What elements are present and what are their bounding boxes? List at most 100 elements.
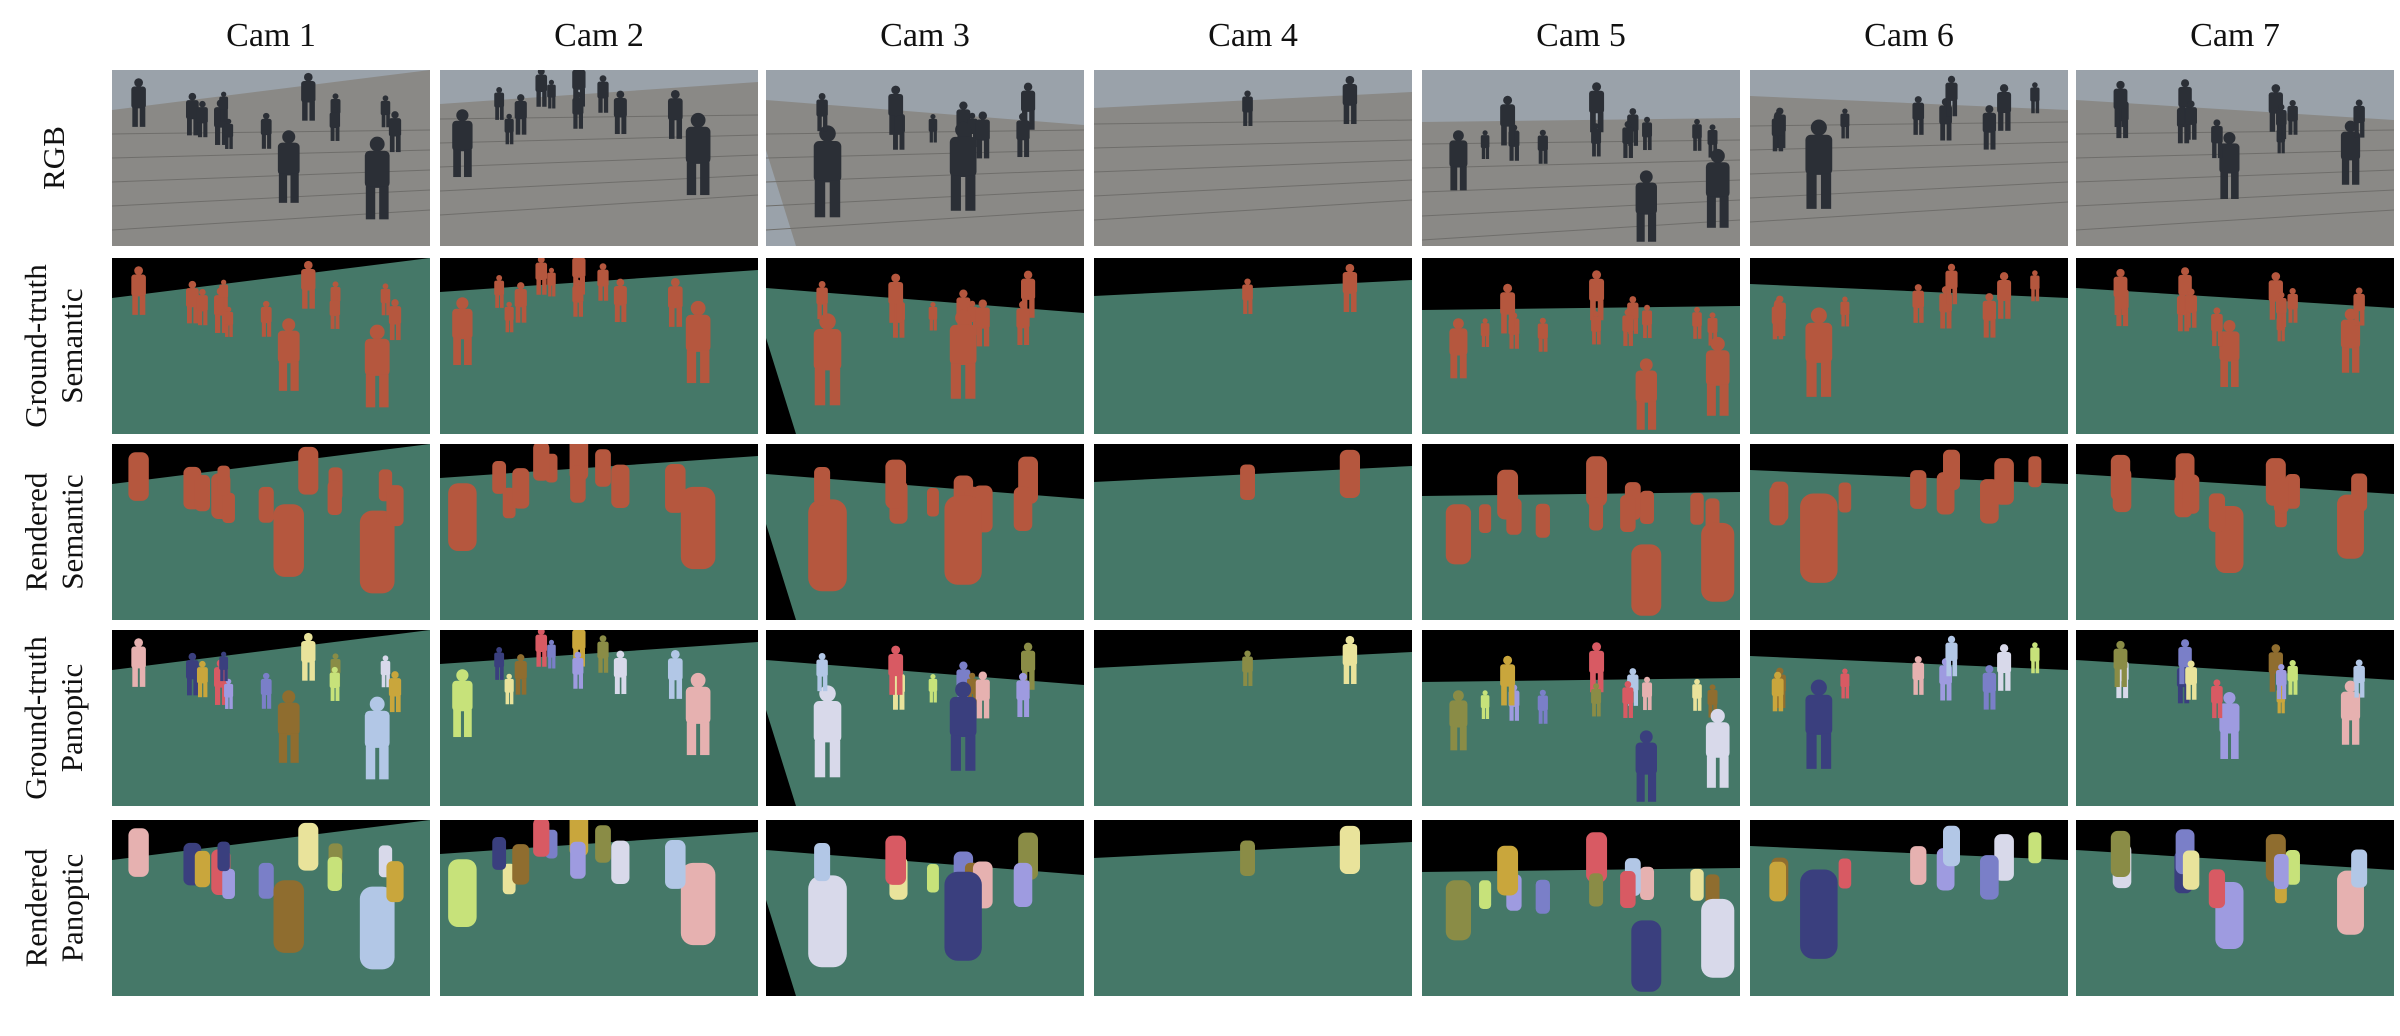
person-silhouette <box>1800 869 1838 959</box>
rgb-image <box>440 70 758 246</box>
person-silhouette <box>1838 482 1852 513</box>
image-cell-semantic-cam-4 <box>1094 258 1412 434</box>
image-cell-semantic-cam-3 <box>766 258 1084 434</box>
person-silhouette <box>926 864 939 893</box>
person-silhouette <box>1640 866 1655 901</box>
person-silhouette <box>1805 119 1833 209</box>
image-cell-panoptic-cam-1 <box>112 820 430 996</box>
person-silhouette <box>685 300 711 384</box>
person-silhouette <box>301 260 316 309</box>
image-cell-rgb-cam-6 <box>1750 70 2068 246</box>
person-silhouette <box>196 100 208 138</box>
image-cell-panoptic-cam-4 <box>1094 630 1412 806</box>
person-silhouette <box>949 309 977 399</box>
person-silhouette <box>2273 853 2289 890</box>
person-silhouette <box>514 282 527 323</box>
person-silhouette <box>1692 678 1702 711</box>
person-silhouette <box>1635 170 1657 242</box>
person-silhouette <box>2208 493 2226 533</box>
person-silhouette <box>1982 293 1997 338</box>
person-silhouette <box>380 95 391 128</box>
paving-line <box>112 189 430 207</box>
semantic-image <box>1750 258 2068 434</box>
person-silhouette <box>888 85 904 135</box>
person-silhouette <box>386 485 404 527</box>
panoptic-image <box>112 630 430 806</box>
person-silhouette <box>814 467 831 506</box>
panoptic-image <box>1422 820 1740 996</box>
person-silhouette <box>492 461 507 494</box>
person-silhouette <box>1771 299 1784 340</box>
person-silhouette <box>2030 82 2040 114</box>
person-silhouette <box>595 449 611 487</box>
mask-ground <box>1750 656 2068 806</box>
rgb-plaza-ground <box>1094 92 1412 246</box>
person-silhouette <box>547 79 556 109</box>
person-silhouette <box>1342 263 1358 313</box>
person-silhouette <box>452 669 473 738</box>
row-label-line: Ground-truth <box>18 264 53 428</box>
person-silhouette <box>1620 871 1636 908</box>
image-cell-panoptic-cam-3 <box>766 820 1084 996</box>
person-silhouette <box>1479 880 1492 910</box>
image-cell-semantic-cam-1 <box>112 258 430 434</box>
semantic-image <box>112 258 430 434</box>
image-cell-panoptic-cam-6 <box>1750 820 2068 996</box>
panoptic-image <box>766 820 1084 996</box>
person-silhouette <box>1342 635 1358 685</box>
person-silhouette <box>1591 123 1602 157</box>
image-cell-panoptic-cam-2 <box>440 630 758 806</box>
image-cell-semantic-cam-2 <box>440 258 758 434</box>
rgb-plaza-ground <box>1422 118 1740 246</box>
person-silhouette <box>1690 492 1704 525</box>
paving-line <box>766 129 1084 135</box>
person-silhouette <box>944 871 982 961</box>
paving-line <box>1750 181 2068 199</box>
person-silhouette <box>1480 130 1490 160</box>
column-header-cam-2: Cam 2 <box>554 17 644 54</box>
paving-line <box>2076 129 2394 135</box>
person-silhouette <box>2185 288 2197 328</box>
person-silhouette <box>2182 474 2200 514</box>
person-silhouette <box>2185 100 2197 140</box>
mask-ground <box>1750 846 2068 996</box>
person-silhouette <box>185 92 199 136</box>
rgb-image <box>112 70 430 246</box>
person-silhouette <box>492 837 507 870</box>
person-silhouette <box>685 672 711 756</box>
image-cell-rgb-cam-3 <box>766 70 1084 246</box>
panoptic-image <box>440 630 758 806</box>
person-silhouette <box>2113 268 2128 316</box>
person-silhouette <box>547 267 556 297</box>
person-silhouette <box>1242 278 1253 314</box>
person-silhouette <box>1449 690 1468 751</box>
column-header-cam-1: Cam 1 <box>226 17 316 54</box>
image-cell-semantic-cam-5 <box>1422 258 1740 434</box>
person-silhouette <box>1622 681 1634 718</box>
person-silhouette <box>258 862 274 899</box>
row-label-line: Semantic <box>54 474 89 590</box>
person-silhouette <box>1591 683 1602 717</box>
person-silhouette <box>1912 656 1925 695</box>
person-silhouette <box>1910 846 1927 885</box>
person-silhouette <box>888 273 904 323</box>
row-label-line: Rendered <box>18 472 53 592</box>
person-silhouette <box>814 843 831 882</box>
image-cell-panoptic-cam-5 <box>1422 820 1740 996</box>
image-cell-semantic-cam-7 <box>2076 444 2394 620</box>
image-cell-rgb-cam-1 <box>112 70 430 246</box>
person-silhouette <box>1769 861 1786 902</box>
person-silhouette <box>2287 287 2298 323</box>
image-cell-rgb-cam-4 <box>1094 70 1412 246</box>
person-silhouette <box>1500 95 1516 146</box>
person-silhouette <box>222 868 235 899</box>
person-silhouette <box>1535 503 1550 538</box>
semantic-image <box>1094 444 1412 620</box>
person-silhouette <box>131 638 146 687</box>
paving-line <box>1750 161 2068 175</box>
mask-ground <box>1750 284 2068 434</box>
image-cell-panoptic-cam-7 <box>2076 820 2394 996</box>
person-silhouette <box>1480 690 1490 720</box>
person-silhouette <box>1997 644 2012 691</box>
semantic-image <box>112 444 430 620</box>
